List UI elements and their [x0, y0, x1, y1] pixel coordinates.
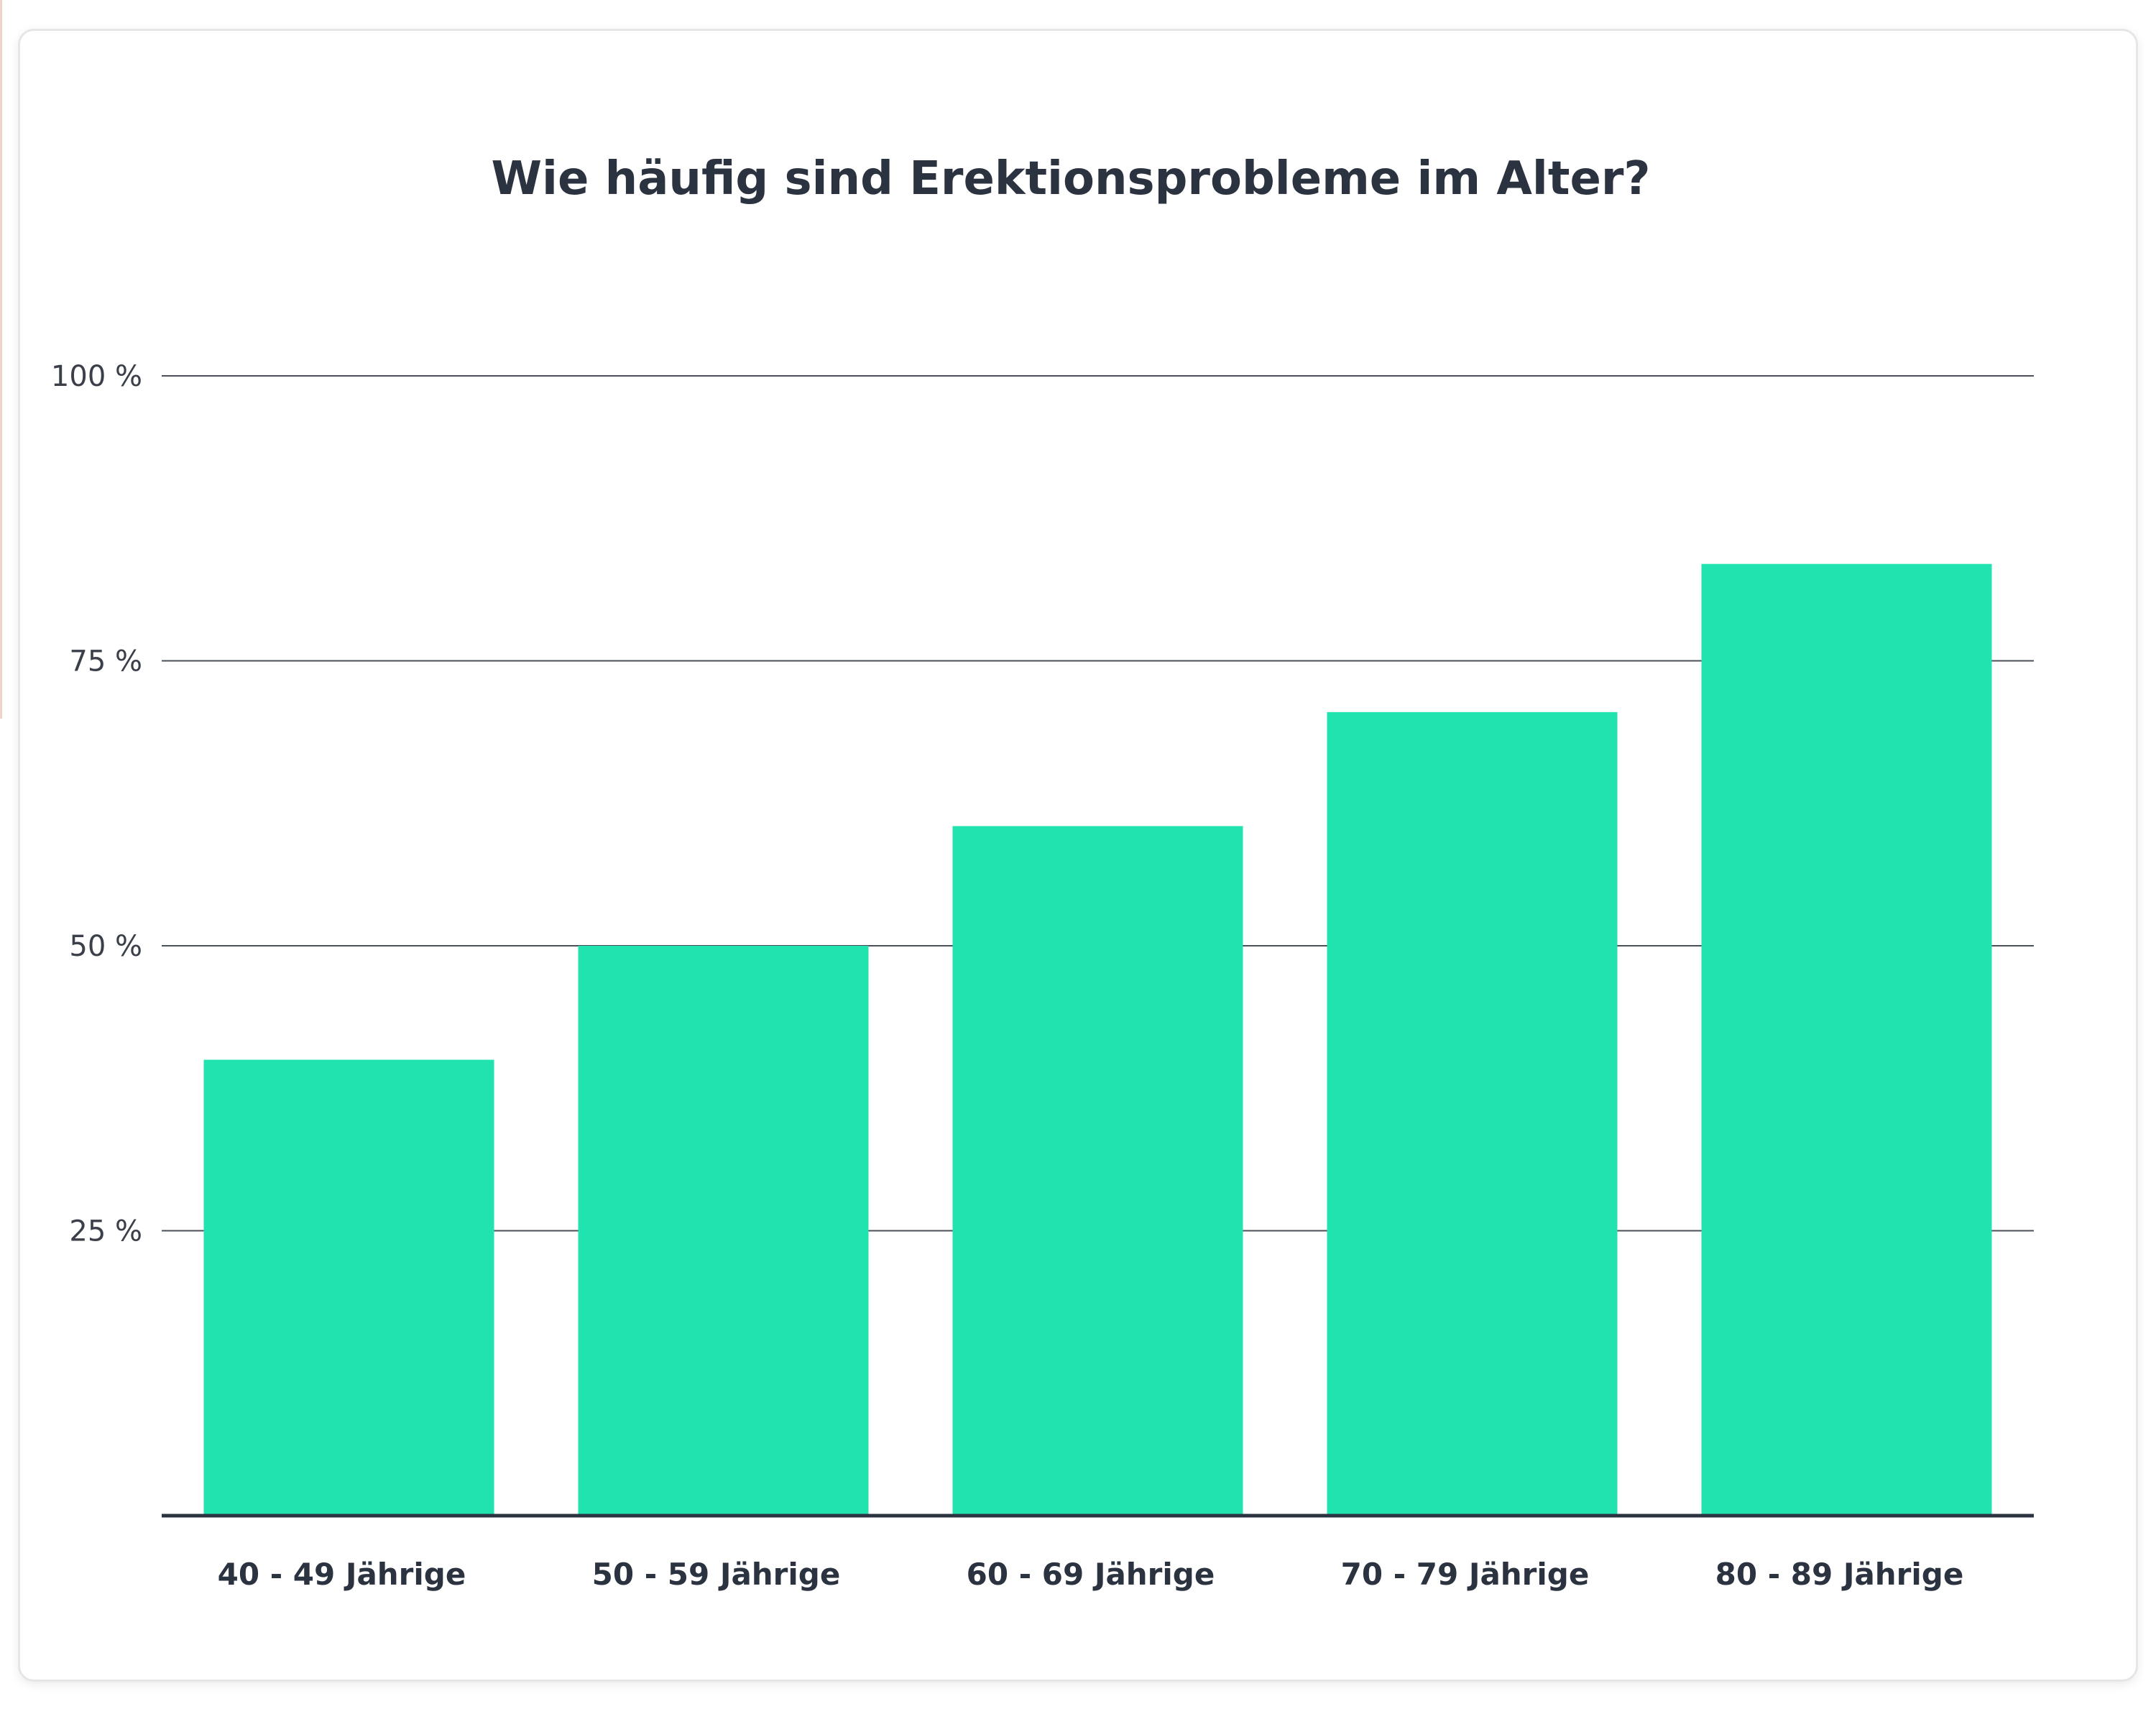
x-tick-label: 70 - 79 Jährige: [1341, 1557, 1590, 1592]
x-tick-label: 50 - 59 Jährige: [592, 1557, 841, 1592]
chart-title: Wie häufig sind Erektionsprobleme im Alt…: [491, 152, 1650, 206]
y-tick-label: 25 %: [69, 1215, 142, 1248]
bar: [1701, 563, 1992, 1516]
y-tick-label: 75 %: [69, 645, 142, 678]
x-tick-label: 60 - 69 Jährige: [967, 1557, 1215, 1592]
y-axis: 25 % 50 % 75 % 100 %: [51, 360, 142, 1248]
x-tick-label: 80 - 89 Jährige: [1715, 1557, 1964, 1592]
bar: [952, 826, 1243, 1516]
y-tick-label: 50 %: [69, 930, 142, 963]
bar: [578, 946, 869, 1516]
bars-layer: [203, 563, 1992, 1516]
page-edge: [0, 0, 2, 719]
x-tick-label: 40 - 49 Jährige: [218, 1557, 466, 1592]
bar: [203, 1059, 494, 1516]
y-tick-label: 100 %: [51, 360, 142, 393]
x-axis: 40 - 49 Jährige 50 - 59 Jährige 60 - 69 Jä…: [162, 1514, 2034, 1592]
bar: [1327, 711, 1618, 1516]
